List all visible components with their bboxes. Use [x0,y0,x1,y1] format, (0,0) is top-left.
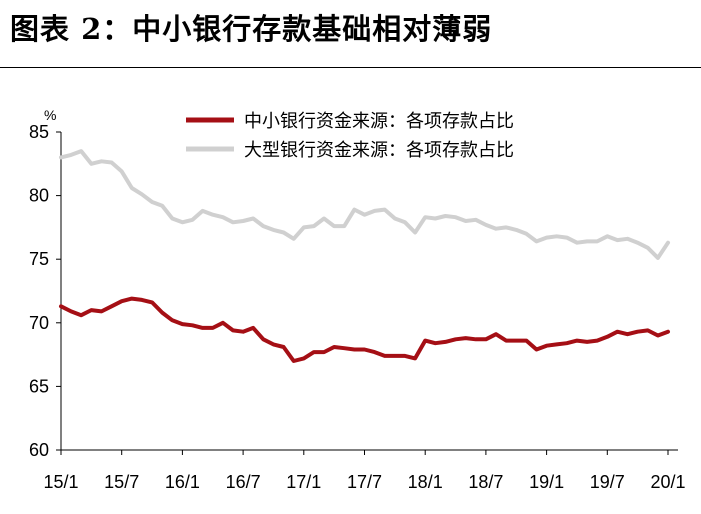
series-line-large-banks [59,149,670,260]
x-tick-label: 18/1 [408,472,443,492]
x-tick-label: 19/1 [529,472,564,492]
legend-label: 大型银行资金来源：各项存款占比 [244,140,514,161]
x-tick-label: 18/7 [468,472,503,492]
x-tick-label: 15/1 [43,472,78,492]
y-tick-label: 75 [29,249,49,269]
y-tick-label: 65 [29,376,49,396]
y-axis-tick-labels: 60 65 70 75 80 85% [29,107,56,460]
x-tick-label: 16/7 [226,472,261,492]
y-tick-label: 70 [29,313,49,333]
x-tick-label: 16/1 [165,472,200,492]
series-lines [59,149,670,363]
y-tick-label: 60 [29,440,49,460]
series-line-small-medium-banks [59,296,670,363]
y-axis-unit: % [44,107,56,123]
x-tick-label: 17/7 [347,472,382,492]
x-tick-label: 19/7 [590,472,625,492]
y-tick-label: 80 [29,186,49,206]
chart-axes [56,131,678,455]
x-tick-label: 15/7 [104,472,139,492]
x-tick-label: 17/1 [286,472,321,492]
chart-title: 图表 2：中小银行存款基础相对薄弱 [10,12,493,46]
x-tick-label: 20/1 [650,472,685,492]
x-axis-tick-labels: 15/1 15/7 16/1 16/7 17/1 17/7 18/1 18/7 19/1 19/7… [43,472,685,492]
legend-label: 中小银行资金来源：各项存款占比 [244,111,514,132]
title-divider [0,67,701,68]
y-tick-label: 85 [29,122,49,142]
